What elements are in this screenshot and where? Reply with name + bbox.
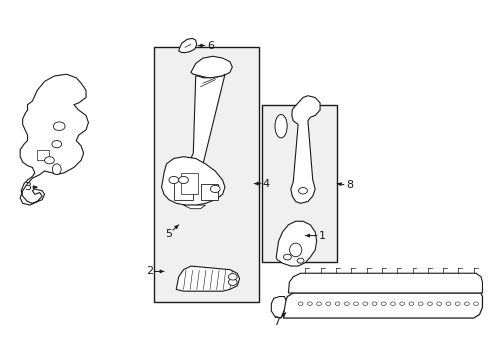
Circle shape [344, 302, 348, 306]
Circle shape [307, 302, 312, 306]
Polygon shape [188, 74, 224, 171]
Polygon shape [161, 157, 224, 205]
Circle shape [228, 279, 237, 285]
Circle shape [371, 302, 376, 306]
Polygon shape [176, 266, 239, 291]
Circle shape [408, 302, 413, 306]
Circle shape [168, 176, 178, 184]
Circle shape [228, 274, 237, 280]
Text: 2: 2 [145, 266, 153, 276]
Text: 7: 7 [272, 317, 279, 327]
Circle shape [298, 188, 307, 194]
Circle shape [445, 302, 450, 306]
Circle shape [362, 302, 367, 306]
Polygon shape [283, 293, 482, 318]
Bar [173, 180, 193, 200]
Text: 6: 6 [206, 41, 213, 50]
Circle shape [381, 302, 386, 306]
Bar [37, 149, 49, 160]
Bar [200, 184, 217, 200]
Circle shape [454, 302, 459, 306]
Circle shape [298, 302, 303, 306]
Polygon shape [276, 221, 316, 266]
Circle shape [283, 254, 291, 260]
Circle shape [325, 302, 330, 306]
Circle shape [399, 302, 404, 306]
Circle shape [52, 140, 61, 148]
Circle shape [417, 302, 422, 306]
Bar [261, 105, 336, 262]
Polygon shape [288, 273, 482, 293]
Text: 4: 4 [263, 179, 269, 189]
Circle shape [44, 157, 54, 164]
Circle shape [473, 302, 478, 306]
Circle shape [210, 185, 220, 193]
Bar [154, 47, 259, 302]
Ellipse shape [52, 164, 61, 175]
Bar [181, 173, 198, 194]
Polygon shape [178, 39, 196, 53]
Circle shape [53, 122, 65, 131]
Circle shape [316, 302, 321, 306]
Polygon shape [20, 74, 88, 205]
Circle shape [427, 302, 431, 306]
Ellipse shape [289, 243, 301, 257]
Circle shape [353, 302, 358, 306]
Text: 1: 1 [318, 231, 325, 240]
Polygon shape [190, 56, 232, 78]
Text: 8: 8 [345, 180, 352, 190]
Polygon shape [271, 297, 285, 318]
Polygon shape [290, 96, 320, 203]
Polygon shape [183, 205, 205, 209]
Circle shape [178, 176, 188, 184]
Circle shape [297, 258, 304, 263]
Text: 3: 3 [24, 182, 31, 192]
Circle shape [436, 302, 441, 306]
Text: 5: 5 [165, 229, 172, 239]
Circle shape [390, 302, 395, 306]
Circle shape [334, 302, 339, 306]
Circle shape [464, 302, 468, 306]
Ellipse shape [274, 114, 286, 138]
